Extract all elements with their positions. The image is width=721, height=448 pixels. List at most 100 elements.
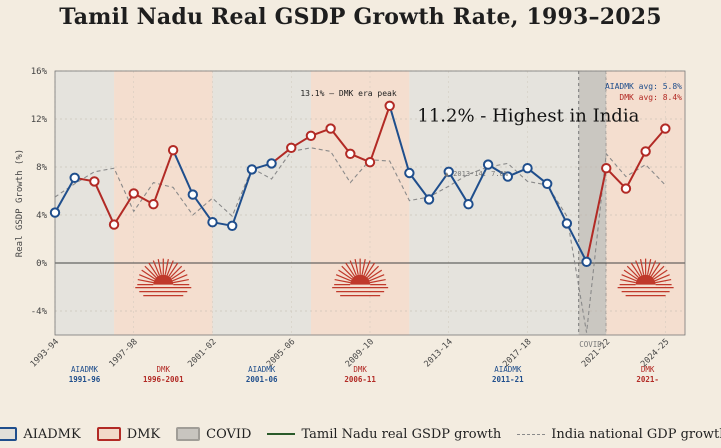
- y-tick-label: 12%: [31, 115, 48, 125]
- tn-gsdp-point-2012: [423, 194, 435, 205]
- period-years-0: 1991-96: [69, 375, 101, 384]
- period-band-aiadmk-4: [409, 71, 607, 335]
- sun-ray: [354, 258, 359, 275]
- sun-ray: [172, 274, 188, 282]
- sun-disc: [153, 274, 174, 285]
- period-years-4: 2011-21: [492, 375, 524, 384]
- period-name-4: AIADMK: [494, 365, 522, 374]
- sun-ray: [168, 262, 179, 277]
- legend-line-tn-gsdp: [267, 433, 296, 435]
- tn-gsdp-segment: [447, 171, 470, 205]
- x-tick-label-2013: 2013-14: [422, 337, 454, 369]
- sun-ray: [635, 260, 643, 276]
- tn-gsdp-segment: [329, 127, 352, 155]
- legend-item-aiadmk: AIADMK: [0, 427, 81, 442]
- period-name-1: DMK: [157, 365, 171, 374]
- tn-gsdp-point-2019: [561, 218, 573, 229]
- annotation-dmk-peak: 13.1% – DMK era peak: [300, 89, 397, 98]
- tn-gsdp-segment: [467, 164, 490, 205]
- legend-label-covid: COVID: [206, 426, 252, 442]
- sun-ray: [335, 274, 352, 282]
- tn-gsdp-point-2017: [522, 163, 533, 174]
- legend-item-tn-gsdp: Tamil Nadu real GSDP growth: [267, 427, 501, 442]
- sun-ray: [621, 274, 637, 282]
- tn-gsdp-point-1998: [148, 199, 159, 210]
- sun-ray: [172, 278, 189, 284]
- tn-gsdp-segment: [625, 150, 647, 190]
- tn-gsdp-segment: [152, 149, 175, 205]
- legend-item-dmk: DMK: [96, 427, 160, 442]
- tn-gsdp-segment: [113, 192, 135, 226]
- sun-ray: [144, 265, 157, 278]
- tn-gsdp-point-2011: [404, 167, 415, 179]
- period-name-5: DMK: [641, 365, 655, 374]
- period-years-3: 2006-11: [344, 375, 376, 384]
- dmk-sun-icon-0: [135, 258, 192, 297]
- legend: AIADMK DMK COVID Tamil Nadu real GSDP gr…: [0, 420, 721, 448]
- period-band-covid-5: [578, 71, 607, 335]
- tn-gsdp-segment: [565, 222, 588, 263]
- sun-ray: [137, 278, 154, 284]
- annotation-covid: COVID: [579, 340, 602, 349]
- sun-ray: [369, 274, 385, 282]
- dmk-sun-icon-2: [617, 258, 674, 297]
- tn-gsdp-point-2001: [207, 217, 218, 228]
- legend-swatch-dmk: [96, 427, 121, 441]
- sun-ray: [139, 274, 155, 282]
- y-tick-label: -4%: [31, 307, 48, 317]
- sun-ray: [654, 274, 670, 282]
- legend-item-covid: COVID: [176, 427, 251, 442]
- tn-gsdp-point-1996: [108, 219, 120, 230]
- legend-swatch-covid: [176, 427, 201, 441]
- tn-gsdp-point-1995: [89, 176, 100, 187]
- sun-ray: [148, 262, 159, 277]
- tn-gsdp-segment: [546, 183, 568, 224]
- chart-title: Tamil Nadu Real GSDP Growth Rate, 1993–2…: [59, 4, 662, 30]
- sun-ray: [650, 262, 661, 277]
- legend-line-india-gdp: [517, 433, 546, 435]
- period-name-2: AIADMK: [248, 365, 276, 374]
- tn-gsdp-point-2015: [482, 159, 494, 170]
- tn-gsdp-segment: [54, 177, 76, 214]
- sun-ray: [363, 260, 371, 276]
- sun-ray: [141, 269, 156, 280]
- chart-plot: -4% 0% 4% 8% 12% 16% Real GSDP Growth (%) 1993-…: [15, 67, 686, 384]
- sun-ray: [623, 269, 638, 280]
- tn-gsdp-point-2022: [620, 183, 632, 194]
- sun-ray: [630, 262, 641, 277]
- tn-gsdp-point-2014: [463, 199, 474, 210]
- sun-ray: [152, 260, 161, 276]
- sun-ray: [334, 278, 351, 284]
- sun-ray: [366, 265, 379, 278]
- tn-gsdp-segment: [585, 167, 608, 263]
- tn-gsdp-segment: [231, 169, 253, 227]
- sun-ray: [626, 265, 639, 278]
- sun-ray: [341, 265, 354, 278]
- annotation-india-2013: ▲ 2013-14: 7.6%: [445, 170, 509, 178]
- tn-gsdp-point-2018: [541, 178, 553, 190]
- sun-disc: [350, 274, 371, 285]
- period-years-2: 2001-06: [246, 375, 278, 384]
- tn-gsdp-point-2003: [246, 164, 258, 175]
- sun-ray: [368, 269, 383, 280]
- tn-gsdp-point-2020: [581, 256, 592, 267]
- annotation-dmk-average: DMK avg: 8.4%: [619, 93, 682, 102]
- tn-gsdp-point-2013: [443, 166, 454, 178]
- tn-gsdp-point-1999: [167, 145, 179, 156]
- x-tick-label-2001: 2001-02: [186, 337, 218, 369]
- sun-ray: [652, 265, 665, 278]
- tn-gsdp-point-2023: [640, 146, 651, 157]
- y-tick-label: 8%: [36, 163, 47, 173]
- tn-gsdp-point-2010: [384, 100, 395, 112]
- legend-label-tn-gsdp: Tamil Nadu real GSDP growth: [301, 426, 502, 442]
- tn-gsdp-segment: [172, 149, 194, 196]
- sun-ray: [157, 258, 162, 275]
- sun-ray: [639, 258, 645, 275]
- sun-ray: [169, 265, 183, 278]
- plot-frame: [54, 70, 686, 336]
- tn-gsdp-point-2007: [325, 123, 336, 134]
- period-years-1: 1996-2001: [143, 375, 184, 384]
- y-tick-label: 16%: [31, 67, 48, 77]
- x-tick-label-1997: 1997-98: [107, 337, 139, 369]
- tn-gsdp-point-2016: [502, 171, 514, 182]
